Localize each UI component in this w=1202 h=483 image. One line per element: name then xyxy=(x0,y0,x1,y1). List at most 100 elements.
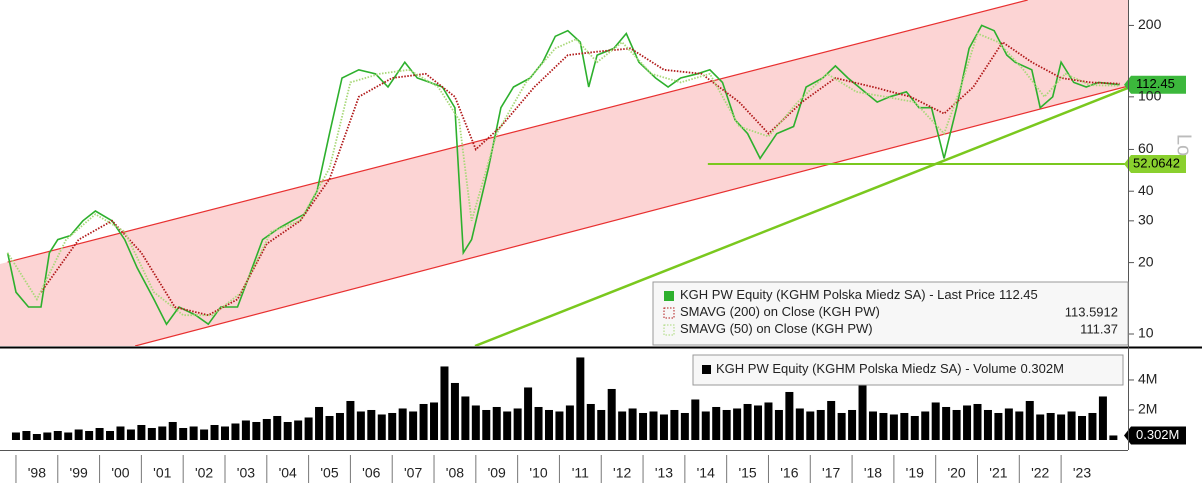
channel-lower xyxy=(134,85,1128,346)
volume-bar xyxy=(409,411,418,440)
volume-bar xyxy=(231,423,240,440)
volume-bar xyxy=(1015,411,1024,440)
volume-bar xyxy=(900,412,909,440)
legend-name: SMAVG (50) on Close (KGH PW) xyxy=(680,321,873,336)
legend-name: SMAVG (200) on Close (KGH PW) xyxy=(680,304,880,319)
series-line xyxy=(6,32,1120,317)
legend-name: KGH PW Equity (KGHM Polska Miedz SA) - L… xyxy=(680,287,995,302)
x-tick-label: '19 xyxy=(906,465,924,481)
volume-bar xyxy=(335,412,344,440)
legend-text: KGH PW Equity (KGHM Polska Miedz SA) - V… xyxy=(716,361,1064,376)
legend-box xyxy=(652,281,1129,346)
volume-bar xyxy=(64,432,73,440)
volume-bar xyxy=(430,402,439,440)
volume-bar xyxy=(921,411,930,440)
volume-bar xyxy=(524,387,533,440)
volume-bar xyxy=(158,426,167,440)
volume-bar xyxy=(774,409,783,440)
volume-bar xyxy=(367,409,376,440)
volume-bar xyxy=(85,430,94,440)
volume-bar xyxy=(346,400,355,440)
volume-bar xyxy=(1057,414,1066,440)
volume-bar xyxy=(952,409,961,440)
legend-text: KGH PW Equity (KGHM Polska Miedz SA) - L… xyxy=(680,287,1038,302)
volume-bar xyxy=(492,406,501,440)
x-tick-label: '13 xyxy=(655,465,673,481)
volume-bar xyxy=(1088,412,1097,440)
volume-bar xyxy=(764,402,773,440)
x-tick-label: '16 xyxy=(780,465,798,481)
volume-bar xyxy=(1078,415,1087,440)
y-tick-label: 60 xyxy=(1138,140,1154,156)
volume-bar xyxy=(1004,408,1013,440)
volume-bar xyxy=(74,429,83,440)
volume-bar xyxy=(1046,412,1055,440)
volume-bar xyxy=(106,430,115,440)
volume-bar xyxy=(440,366,449,440)
volume-bar xyxy=(837,412,846,440)
x-tick-label: '03 xyxy=(237,465,255,481)
x-tick-label: '00 xyxy=(111,465,129,481)
volume-bar xyxy=(95,427,104,440)
volume-bar xyxy=(210,424,219,440)
volume-legend: KGH PW Equity (KGHM Polska Miedz SA) - V… xyxy=(692,354,1124,386)
volume-bar xyxy=(461,396,470,440)
channel-upper xyxy=(7,0,1028,263)
volume-bar xyxy=(785,391,794,440)
x-tick-label: '14 xyxy=(697,465,715,481)
x-tick-label: '02 xyxy=(195,465,213,481)
volume-bar xyxy=(116,426,125,440)
volume-bar xyxy=(43,432,52,440)
y-tick-label: 4M xyxy=(1138,371,1157,387)
volume-bar xyxy=(283,421,292,440)
x-tick-label: '09 xyxy=(488,465,506,481)
volume-bar xyxy=(858,382,867,440)
x-tick-label: '11 xyxy=(572,465,589,481)
last-volume-label: 0.302M xyxy=(1136,427,1179,442)
volume-bar xyxy=(733,408,742,440)
volume-bar xyxy=(586,403,595,440)
volume-bar xyxy=(294,420,303,440)
volume-bar xyxy=(607,388,616,440)
x-tick-label: '98 xyxy=(28,465,46,481)
volume-bar xyxy=(973,403,982,440)
volume-bar xyxy=(795,408,804,440)
volume-bar xyxy=(680,412,689,440)
volume-bar xyxy=(1025,400,1034,440)
x-tick-label: '06 xyxy=(362,465,380,481)
legend-swatch xyxy=(663,324,675,336)
x-tick-label: '05 xyxy=(320,465,338,481)
volume-bar xyxy=(983,409,992,440)
volume-bar xyxy=(471,405,480,440)
volume-bar xyxy=(555,411,564,440)
volume-bar xyxy=(220,426,229,440)
x-tick-label: '01 xyxy=(153,465,171,481)
x-tick-label: '99 xyxy=(70,465,88,481)
last-volume-box xyxy=(1124,426,1186,445)
x-tick-label: '04 xyxy=(279,465,297,481)
volume-bar xyxy=(942,406,951,440)
volume-bar xyxy=(179,427,188,440)
volume-bar xyxy=(482,409,491,440)
volume-bar xyxy=(262,418,271,440)
legend-value: 113.5912 xyxy=(1065,304,1118,319)
volume-bar xyxy=(806,411,815,440)
legend-text: SMAVG (50) on Close (KGH PW) xyxy=(680,321,873,336)
volume-bar xyxy=(848,409,857,440)
volume-bar xyxy=(1067,411,1076,440)
volume-bar xyxy=(712,406,721,440)
volume-bar xyxy=(513,408,522,440)
last-price-label: 112.45 xyxy=(1136,76,1175,91)
volume-bar xyxy=(649,411,658,440)
price-overlay: 112.45 52.0642 0.302M xyxy=(1124,75,1186,445)
support-line xyxy=(474,86,1128,346)
volume-bar xyxy=(252,421,261,440)
volume-bar xyxy=(1036,414,1045,440)
x-tick-label: '20 xyxy=(947,465,965,481)
volume-bar xyxy=(304,417,313,440)
volume-plot xyxy=(11,357,1118,440)
volume-bar xyxy=(503,411,512,440)
x-tick-label: '12 xyxy=(613,465,631,481)
volume-bar xyxy=(147,427,156,440)
volume-bar xyxy=(910,415,919,440)
